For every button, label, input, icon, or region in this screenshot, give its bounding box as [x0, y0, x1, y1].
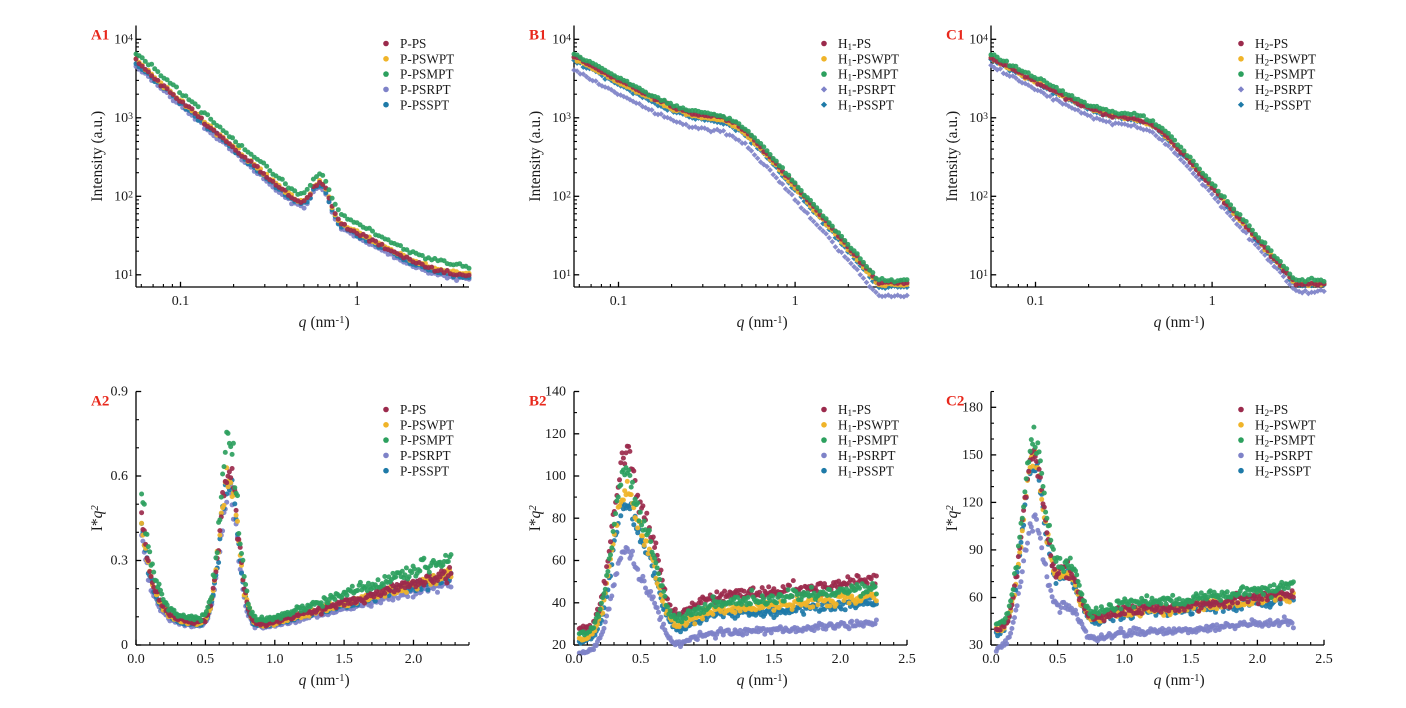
- svg-text:0.3: 0.3: [111, 554, 129, 569]
- svg-text:q: q: [737, 672, 745, 689]
- svg-text:0.6: 0.6: [111, 469, 129, 484]
- svg-text:q: q: [737, 314, 745, 331]
- svg-text:0.1: 0.1: [610, 294, 628, 309]
- svg-text:1.5: 1.5: [335, 652, 353, 667]
- svg-text:(nm-1): (nm-1): [311, 314, 350, 331]
- svg-text:P-PSSPT: P-PSSPT: [400, 97, 449, 112]
- svg-text:(nm-1): (nm-1): [311, 672, 350, 689]
- svg-text:0.9: 0.9: [111, 385, 129, 400]
- svg-text:P-PSMPT: P-PSMPT: [400, 433, 454, 448]
- svg-text:140: 140: [545, 385, 566, 400]
- svg-text:P-PS: P-PS: [400, 36, 426, 51]
- svg-text:1.0: 1.0: [266, 652, 284, 667]
- svg-text:P-PSSPT: P-PSSPT: [400, 463, 449, 478]
- svg-text:P-PSWPT: P-PSWPT: [400, 417, 454, 432]
- svg-text:103: 103: [969, 111, 988, 127]
- svg-text:103: 103: [114, 111, 133, 127]
- svg-text:120: 120: [545, 427, 566, 442]
- svg-text:101: 101: [969, 268, 988, 284]
- svg-text:1: 1: [354, 294, 361, 309]
- svg-text:103: 103: [552, 111, 571, 127]
- svg-text:Intensity (a.u.): Intensity (a.u.): [944, 111, 961, 202]
- svg-text:0.5: 0.5: [197, 652, 215, 667]
- svg-text:(nm-1): (nm-1): [749, 672, 788, 689]
- svg-text:104: 104: [552, 32, 571, 48]
- svg-text:2.0: 2.0: [405, 652, 423, 667]
- svg-text:A1: A1: [91, 28, 109, 44]
- svg-text:0: 0: [121, 638, 128, 653]
- svg-text:0.0: 0.0: [127, 652, 145, 667]
- svg-text:100: 100: [545, 469, 566, 484]
- svg-text:q: q: [299, 672, 307, 689]
- svg-text:H1-PSWPT: H1-PSWPT: [838, 417, 899, 433]
- svg-text:H1-PSRPT: H1-PSRPT: [838, 82, 895, 98]
- svg-text:(nm-1): (nm-1): [749, 314, 788, 331]
- svg-text:20: 20: [552, 638, 566, 653]
- svg-text:H2-PS: H2-PS: [1255, 36, 1288, 52]
- svg-text:I*q2: I*q2: [527, 505, 544, 532]
- svg-text:H2-PSMPT: H2-PSMPT: [1255, 67, 1315, 83]
- svg-text:H2-PSSPT: H2-PSSPT: [1255, 97, 1311, 113]
- svg-text:60: 60: [552, 554, 566, 569]
- svg-text:Intensity (a.u.): Intensity (a.u.): [89, 111, 106, 202]
- svg-text:B2: B2: [529, 394, 547, 410]
- svg-text:q: q: [299, 314, 307, 331]
- svg-text:H1-PSMPT: H1-PSMPT: [838, 67, 898, 83]
- svg-text:P-PSRPT: P-PSRPT: [400, 448, 451, 463]
- svg-text:H1-PSSPT: H1-PSSPT: [838, 463, 894, 479]
- svg-text:2.0: 2.0: [832, 652, 850, 667]
- svg-text:0.1: 0.1: [1027, 294, 1045, 309]
- svg-text:102: 102: [114, 189, 133, 205]
- svg-text:102: 102: [969, 189, 988, 205]
- svg-text:Intensity (a.u.): Intensity (a.u.): [527, 111, 544, 202]
- svg-text:B1: B1: [529, 28, 547, 44]
- svg-text:I*q2: I*q2: [89, 505, 106, 532]
- svg-text:H1-PSMPT: H1-PSMPT: [838, 433, 898, 449]
- svg-text:0.0: 0.0: [565, 652, 583, 667]
- svg-text:H1-PSRPT: H1-PSRPT: [838, 448, 895, 464]
- svg-text:1.5: 1.5: [765, 652, 783, 667]
- svg-text:40: 40: [552, 596, 566, 611]
- svg-text:P-PSWPT: P-PSWPT: [400, 51, 454, 66]
- svg-text:H2-PSWPT: H2-PSWPT: [1255, 51, 1316, 67]
- svg-text:C1: C1: [946, 28, 964, 44]
- svg-text:H1-PS: H1-PS: [838, 36, 871, 52]
- svg-text:q: q: [1154, 314, 1162, 331]
- svg-text:101: 101: [552, 268, 571, 284]
- svg-text:0.5: 0.5: [632, 652, 650, 667]
- svg-text:A2: A2: [91, 394, 109, 410]
- svg-text:0.1: 0.1: [172, 294, 190, 309]
- svg-text:102: 102: [552, 189, 571, 205]
- svg-text:H1-PSSPT: H1-PSSPT: [838, 97, 894, 113]
- svg-text:H1-PSWPT: H1-PSWPT: [838, 51, 899, 67]
- svg-text:1: 1: [792, 294, 799, 309]
- svg-text:1: 1: [1209, 294, 1216, 309]
- svg-text:H1-PS: H1-PS: [838, 402, 871, 418]
- svg-text:104: 104: [114, 32, 133, 48]
- svg-text:80: 80: [552, 512, 566, 527]
- svg-text:104: 104: [969, 32, 988, 48]
- svg-text:P-PS: P-PS: [400, 402, 426, 417]
- svg-text:P-PSMPT: P-PSMPT: [400, 67, 454, 82]
- svg-text:1.0: 1.0: [698, 652, 716, 667]
- svg-text:P-PSRPT: P-PSRPT: [400, 82, 451, 97]
- svg-text:H2-PSRPT: H2-PSRPT: [1255, 82, 1312, 98]
- svg-text:(nm-1): (nm-1): [1166, 314, 1205, 331]
- svg-text:101: 101: [114, 268, 133, 284]
- svg-text:2.5: 2.5: [898, 652, 916, 667]
